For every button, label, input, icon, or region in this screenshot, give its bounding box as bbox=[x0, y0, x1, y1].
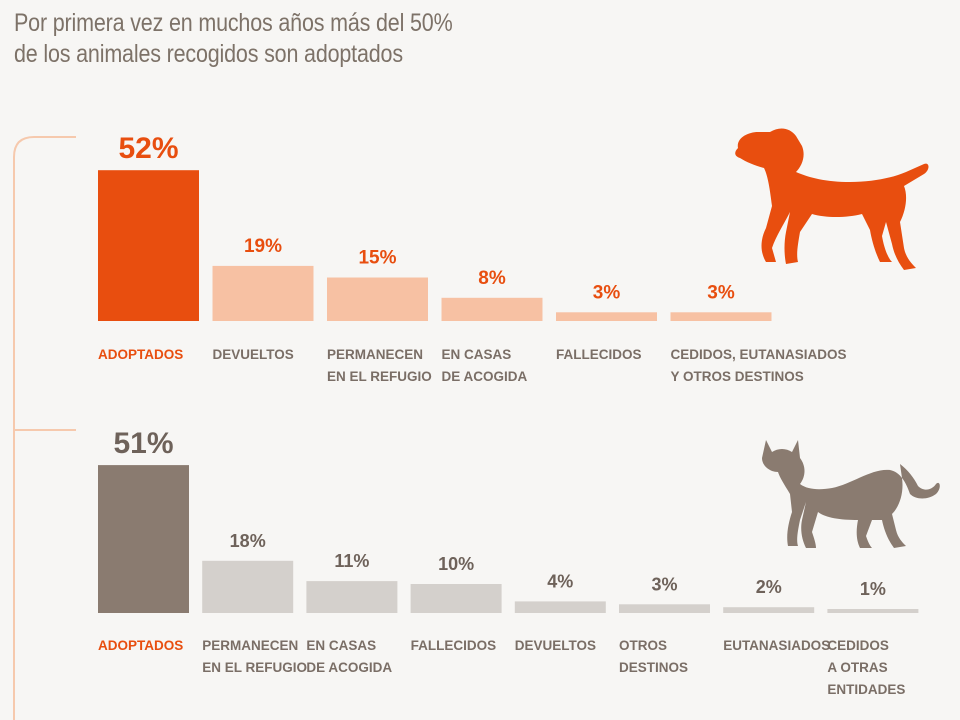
cat-value-label-2: 11% bbox=[334, 551, 369, 571]
cat-bar-4 bbox=[514, 601, 606, 613]
cat-bar-6 bbox=[723, 607, 815, 613]
dog-category-label-2-0: PERMANECEN bbox=[327, 347, 423, 362]
cat-chart: 51% ADOPTADOS 18% PERMANECEN EN EL REFUGIO 11… bbox=[98, 427, 919, 697]
title-line-1: Por primera vez en muchos años más del 5… bbox=[14, 9, 453, 37]
dog-bar-2 bbox=[327, 277, 428, 321]
dog-value-label-3: 8% bbox=[478, 268, 506, 289]
cat-value-label-0: 51% bbox=[113, 427, 173, 460]
cat-bar-0 bbox=[98, 465, 189, 613]
cat-bar-3 bbox=[410, 584, 502, 613]
cat-bar-1 bbox=[202, 560, 294, 613]
cat-category-label-5-1: DESTINOS bbox=[619, 660, 688, 675]
dog-bar-4 bbox=[556, 312, 657, 321]
dog-bar-0 bbox=[98, 170, 199, 321]
cat-bar-2 bbox=[306, 581, 398, 613]
dog-category-label-5-1: Y OTROS DESTINOS bbox=[671, 369, 804, 384]
cat-value-label-5: 3% bbox=[651, 574, 677, 594]
cat-category-label-4-0: DEVUELTOS bbox=[515, 638, 596, 653]
cat-category-label-5-0: OTROS bbox=[619, 638, 667, 653]
cat-icon bbox=[762, 440, 940, 548]
cat-category-label-7-0: CEDIDOS bbox=[827, 638, 889, 653]
cat-category-label-6-0: EUTANASIADOS bbox=[723, 638, 830, 653]
dog-value-label-4: 3% bbox=[593, 282, 621, 303]
cat-bar-5 bbox=[619, 604, 710, 613]
dog-bar-5 bbox=[670, 312, 772, 321]
dog-bar-3 bbox=[441, 297, 543, 321]
dog-value-label-5: 3% bbox=[707, 282, 735, 303]
cat-value-label-6: 2% bbox=[756, 577, 782, 597]
cat-category-label-1-0: PERMANECEN bbox=[202, 638, 298, 653]
dog-category-label-5-0: CEDIDOS, EUTANASIADOS bbox=[671, 347, 847, 362]
dog-icon bbox=[735, 128, 929, 270]
dog-category-label-2-1: EN EL REFUGIO bbox=[327, 369, 432, 384]
cat-category-label-7-2: ENTIDADES bbox=[827, 682, 905, 697]
cat-category-label-3-0: FALLECIDOS bbox=[411, 638, 497, 653]
dog-value-label-1: 19% bbox=[244, 236, 282, 257]
dog-category-label-4-0: FALLECIDOS bbox=[556, 347, 642, 362]
chart-title: Por primera vez en muchos años más del 5… bbox=[14, 8, 616, 70]
dog-category-label-3-1: DE ACOGIDA bbox=[442, 369, 528, 384]
cat-category-label-2-0: EN CASAS bbox=[306, 638, 376, 653]
dog-category-label-3-0: EN CASAS bbox=[442, 347, 512, 362]
cat-category-label-2-1: DE ACOGIDA bbox=[306, 660, 392, 675]
dog-value-label-0: 52% bbox=[118, 132, 178, 165]
bracket-line bbox=[13, 136, 76, 720]
title-line-2: de los animales recogidos son adoptados bbox=[14, 40, 403, 68]
cat-category-label-1-1: EN EL REFUGIO bbox=[202, 660, 307, 675]
cat-value-label-3: 10% bbox=[438, 554, 474, 574]
cat-value-label-1: 18% bbox=[230, 531, 266, 551]
cat-category-label-0-0: ADOPTADOS bbox=[98, 638, 183, 653]
dog-chart: 52% ADOPTADOS 19% DEVUELTOS 15% PERMANECEN EN … bbox=[98, 132, 847, 384]
cat-bar-7 bbox=[827, 609, 919, 613]
dog-bar-1 bbox=[212, 265, 314, 321]
dog-category-label-0-0: ADOPTADOS bbox=[98, 347, 183, 362]
dog-value-label-2: 15% bbox=[358, 248, 396, 269]
cat-value-label-7: 1% bbox=[860, 579, 886, 599]
dog-category-label-1-0: DEVUELTOS bbox=[213, 347, 294, 362]
cat-value-label-4: 4% bbox=[547, 571, 573, 591]
cat-category-label-7-1: A OTRAS bbox=[827, 660, 887, 675]
